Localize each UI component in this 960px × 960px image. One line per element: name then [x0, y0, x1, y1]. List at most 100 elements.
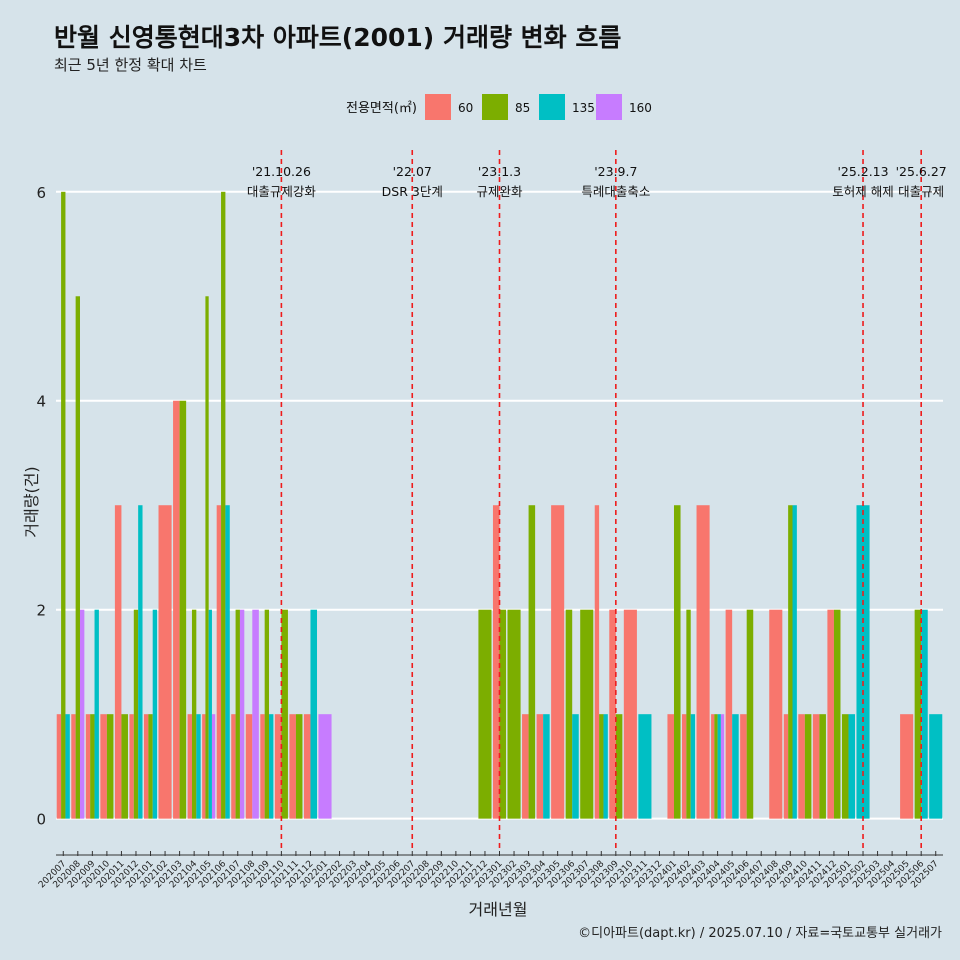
bar-85-202109: [264, 609, 270, 819]
bar-135-202405: [732, 714, 739, 819]
bar-60-202009: [85, 714, 91, 819]
bar-60-202112: [303, 714, 311, 819]
bar-60-202011: [114, 505, 122, 819]
bar-60-202106: [216, 505, 222, 819]
bars: [56, 191, 943, 819]
bar-135-202105: [208, 609, 212, 819]
event-label: 대출규제강화: [247, 184, 317, 199]
bar-160-202107: [239, 609, 245, 819]
legend-swatch-135: [539, 94, 565, 120]
bar-85-202307: [580, 609, 594, 819]
bar-135-202304: [543, 714, 550, 819]
bar-60-202309: [609, 609, 616, 819]
bar-85-202401: [673, 505, 681, 819]
bar-135-202112: [310, 609, 318, 819]
event-date: '22.07: [393, 164, 432, 179]
bar-60-202412: [827, 609, 834, 819]
bar-85-202411: [819, 714, 826, 819]
bar-135-202009: [94, 609, 99, 819]
bar-85-202110: [281, 609, 288, 819]
bar-60-202305: [551, 505, 565, 819]
bar-60-202401: [667, 714, 674, 819]
bar-60-202411: [812, 714, 820, 819]
bar-60-202107: [231, 714, 236, 819]
bar-60-202310: [623, 609, 637, 819]
bar-60-202402: [681, 714, 687, 819]
bar-60-202109: [260, 714, 265, 819]
bar-135-202402: [690, 714, 696, 819]
event-lines: '21.10.26 대출규제강화 '22.07 DSR 3단계 '23.1.3 규제완화 '…: [247, 150, 947, 850]
bar-85-202402: [686, 609, 691, 819]
y-axis-label: 거래량(건): [22, 466, 41, 538]
bar-85-202302: [507, 609, 521, 819]
bar-85-202104: [191, 609, 197, 819]
bar-60-202405: [725, 609, 733, 819]
bar-85-202506: [914, 609, 922, 819]
bar-85-202308: [599, 714, 604, 819]
bar-60-202101: [143, 714, 149, 819]
legend-label-160: 160: [629, 101, 652, 115]
bar-135-202404: [717, 714, 721, 819]
y-axis: 0 2 4 6: [36, 184, 46, 829]
legend-label-60: 60: [458, 101, 473, 115]
bar-135-202502: [856, 505, 870, 819]
event-label: 토허제 해제: [832, 184, 893, 199]
bar-60-202404: [711, 714, 715, 819]
x-axis: 2020072020082020092020102020112020122021…: [37, 851, 943, 890]
bar-85-202111: [295, 714, 303, 819]
chart-title: 반월 신영통현대3차 아파트(2001) 거래량 변화 흐름: [54, 23, 622, 52]
bar-60-202010: [100, 714, 107, 819]
bar-60-202304: [536, 714, 544, 819]
bar-85-202106: [221, 191, 226, 819]
source-caption: ©디아파트(dapt.kr) / 2025.07.10 / 자료=국토교통부 실…: [578, 926, 942, 941]
bar-135-202308: [603, 714, 608, 819]
bar-85-202010: [106, 714, 114, 819]
bar-60-202105: [202, 714, 206, 819]
bar-60-202012: [129, 714, 134, 819]
legend: 전용면적(㎡) 60 85 135 160: [346, 94, 652, 120]
y-tick-label: 6: [36, 184, 46, 202]
bar-85-202107: [235, 609, 240, 819]
bar-85-202406: [746, 609, 754, 819]
bar-60-202406: [740, 714, 747, 819]
bar-85-202501: [841, 714, 849, 819]
bar-85-202011: [121, 714, 128, 819]
bar-60-202103: [173, 400, 180, 819]
bar-160-202108: [252, 609, 259, 819]
bar-60-202409: [783, 714, 789, 819]
event-date: '21.10.26: [252, 164, 311, 179]
bar-60-202110: [274, 714, 282, 819]
bar-160-202201: [318, 714, 332, 819]
bar-85-202212: [478, 609, 492, 819]
bar-135-202104: [196, 714, 201, 819]
bar-85-202303: [528, 505, 536, 819]
bar-60-202303: [522, 714, 529, 819]
event-label: 대출규제: [898, 184, 944, 199]
bar-135-202507: [929, 714, 943, 819]
bar-60-202104: [187, 714, 192, 819]
event-date: '25.6.27: [896, 164, 947, 179]
legend-swatch-85: [482, 94, 508, 120]
bar-85-202309: [615, 714, 623, 819]
legend-title: 전용면적(㎡): [346, 101, 417, 116]
bar-85-202306: [565, 609, 573, 819]
y-tick-label: 0: [36, 811, 46, 829]
bar-160-202105: [211, 714, 216, 819]
bar-85-202105: [205, 296, 209, 819]
bar-60-202410: [798, 714, 805, 819]
bar-60-202008: [71, 714, 76, 819]
bar-135-202409: [792, 505, 797, 819]
bar-60-202301: [492, 505, 500, 819]
event-label: 특례대출축소: [581, 184, 650, 199]
bar-135-202106: [225, 505, 230, 819]
bar-135-202101: [152, 609, 158, 819]
bar-85-202101: [148, 714, 153, 819]
bar-135-202506: [921, 609, 928, 819]
bar-60-202111: [289, 714, 296, 819]
bar-60-202505: [900, 714, 914, 819]
bar-85-202404: [714, 714, 718, 819]
bar-135-202109: [269, 714, 274, 819]
event-date: '23.9.7: [594, 164, 637, 179]
y-tick-label: 4: [36, 393, 46, 411]
